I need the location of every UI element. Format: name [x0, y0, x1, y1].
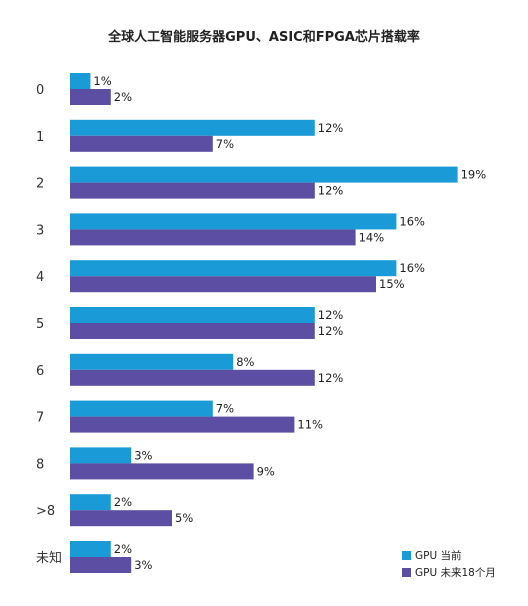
legend-item-future: GPU 未来18个月: [402, 564, 496, 581]
data-label-future: 5%: [175, 511, 193, 525]
category-label: 3: [36, 223, 44, 238]
data-label-current: 19%: [461, 168, 487, 182]
data-label-future: 11%: [297, 418, 323, 432]
bar-current: [70, 166, 458, 183]
bar-current: [70, 494, 111, 511]
legend-label-current: GPU 当前: [415, 550, 462, 562]
category-label: 7: [36, 411, 44, 426]
bar-current: [70, 213, 397, 230]
bar-future: [70, 229, 356, 246]
legend: GPU 当前 GPU 未来18个月: [402, 547, 496, 581]
legend-item-current: GPU 当前: [402, 547, 496, 564]
data-label-future: 14%: [359, 230, 385, 244]
bar-future: [70, 182, 315, 199]
chart-title: 全球人工智能服务器GPU、ASIC和FPGA芯片搭载率: [108, 30, 420, 45]
data-label-future: 12%: [318, 371, 344, 385]
bar-future: [70, 557, 132, 573]
bar-future: [70, 510, 172, 527]
bar-current: [70, 353, 234, 370]
data-label-future: 7%: [216, 137, 234, 151]
bar-future: [70, 369, 315, 386]
category-label: 未知: [36, 550, 62, 566]
data-label-current: 2%: [114, 542, 132, 556]
bar-current: [70, 73, 91, 89]
category-label: 4: [36, 270, 44, 285]
legend-swatch-future: [402, 568, 411, 577]
data-label-current: 2%: [114, 495, 132, 509]
data-label-future: 9%: [257, 464, 275, 478]
category-label: 1: [36, 130, 44, 145]
data-label-current: 12%: [318, 308, 344, 322]
data-label-current: 3%: [134, 448, 152, 462]
bar-current: [70, 447, 132, 464]
category-label: 6: [36, 364, 44, 379]
data-label-current: 1%: [93, 74, 111, 88]
bar-future: [70, 323, 315, 339]
data-label-current: 8%: [236, 355, 254, 369]
bar-current: [70, 119, 315, 136]
category-label: 8: [36, 457, 44, 472]
bar-current: [70, 541, 111, 557]
category-label: 2: [36, 177, 44, 192]
category-label: >8: [36, 504, 55, 519]
data-label-current: 16%: [399, 261, 425, 275]
legend-swatch-current: [402, 551, 411, 560]
legend-label-future: GPU 未来18个月: [415, 567, 496, 579]
category-label: 5: [36, 317, 44, 332]
bar-current: [70, 260, 397, 277]
category-label: 0: [36, 83, 44, 98]
bar-current: [70, 307, 315, 323]
bar-future: [70, 463, 254, 480]
data-label-future: 15%: [379, 277, 405, 291]
data-label-current: 16%: [399, 214, 425, 228]
bar-future: [70, 416, 295, 433]
data-label-future: 3%: [134, 558, 152, 572]
data-label-current: 7%: [216, 402, 234, 416]
data-label-future: 12%: [318, 324, 344, 338]
bar-current: [70, 400, 213, 417]
bar-future: [70, 276, 376, 293]
data-label-future: 12%: [318, 184, 344, 198]
bar-future: [70, 89, 111, 105]
data-label-current: 12%: [318, 121, 344, 135]
bar-future: [70, 135, 213, 152]
data-label-future: 2%: [114, 90, 132, 104]
